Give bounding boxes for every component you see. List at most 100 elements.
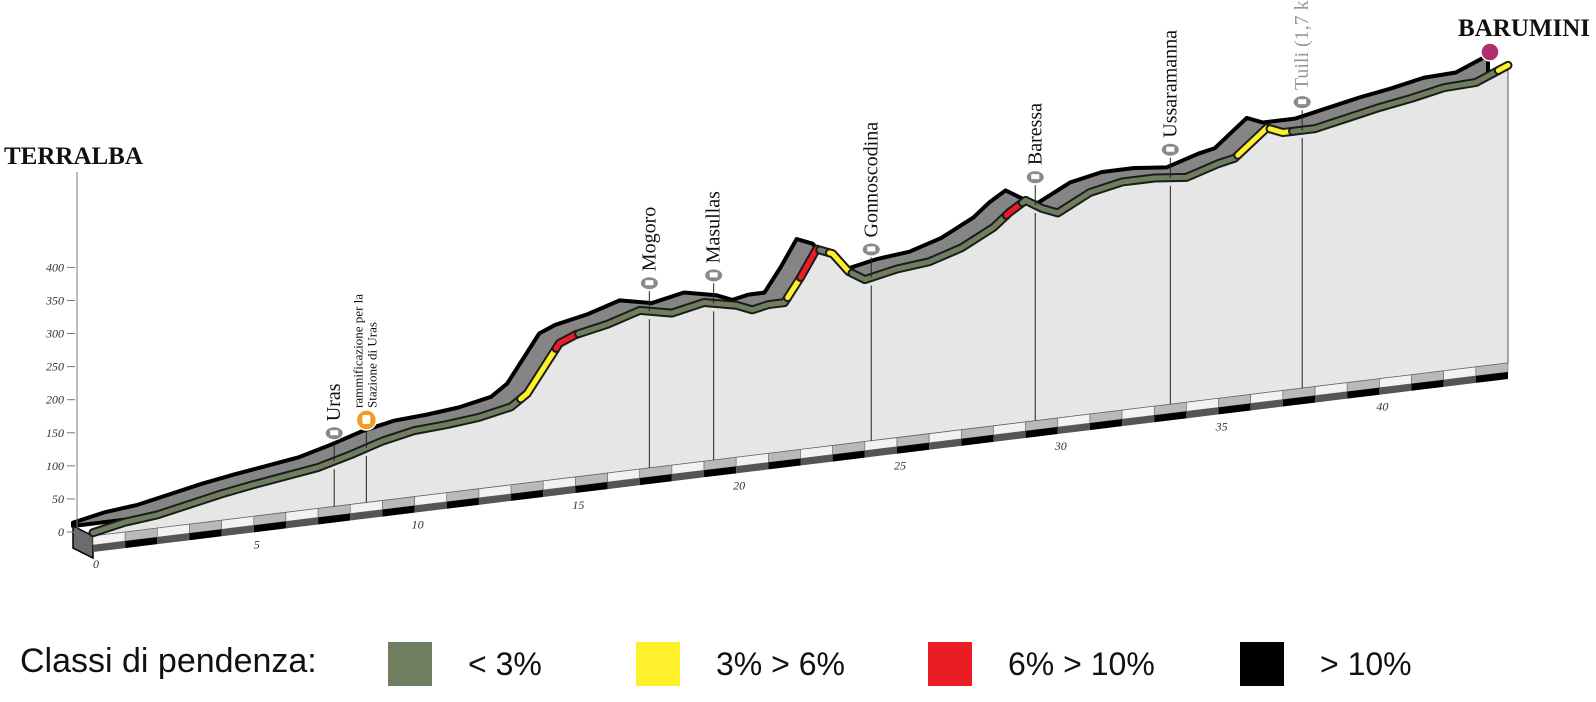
place-label: Baressa <box>1024 103 1046 165</box>
legend-label-lt3: < 3% <box>468 646 542 682</box>
legend-swatch-6to10 <box>928 642 972 686</box>
town-glyph <box>645 280 654 286</box>
place-label-line: Stazione di Uras <box>364 322 379 408</box>
ruler-segment-lower <box>350 509 383 521</box>
gradient-segment-6to10 <box>1003 200 1025 218</box>
town-glyph <box>709 272 718 278</box>
ruler-segment-lower <box>511 489 544 501</box>
ruler-segment-lower <box>1154 411 1187 423</box>
y-tick-label: 300 <box>45 327 64 341</box>
ruler-segment-lower <box>446 497 479 509</box>
ruler-segment-lower <box>736 462 769 474</box>
ruler-segment-lower <box>1443 375 1476 387</box>
gradient-segment-lt3 <box>90 396 524 536</box>
place-label: rammificazione per laStazione di Uras <box>350 294 379 408</box>
start-town-label: TERRALBA <box>4 143 143 170</box>
ruler-segment-lower <box>285 517 319 529</box>
ruler-segment-lower <box>575 482 608 494</box>
legend-title: Classi di pendenza: <box>20 642 317 680</box>
ruler-segment-lower <box>1122 415 1155 427</box>
finish-town-label: BARUMINI <box>1458 15 1590 42</box>
ruler-segment-lower <box>1057 423 1090 435</box>
ruler-segment-lower <box>189 529 222 541</box>
y-tick-label: 250 <box>46 360 64 374</box>
ruler-segment-lower <box>1089 419 1123 431</box>
x-tick-label: 15 <box>572 498 584 512</box>
profile-shadow <box>71 53 1490 528</box>
place-label: Tuili (1,7 km) <box>1291 0 1313 90</box>
ruler-segment-lower <box>318 513 351 525</box>
ruler-segment-lower <box>1025 427 1058 438</box>
gradient-segment-3to6 <box>1495 62 1511 73</box>
finish-flag-icon <box>1480 42 1500 62</box>
ruler-segment-lower <box>929 438 962 450</box>
ruler-segment-lower <box>543 486 576 497</box>
y-tick-label: 350 <box>45 293 64 307</box>
ruler-segment-lower <box>896 442 930 454</box>
legend-label-3to6: 3% > 6% <box>716 646 845 682</box>
y-tick-label: 0 <box>58 525 64 539</box>
y-tick-label: 150 <box>46 426 64 440</box>
ruler-segment-lower <box>1347 387 1380 399</box>
x-tick-label: 30 <box>1054 439 1067 453</box>
gradient-segment-lt3 <box>1290 67 1501 134</box>
town-glyph <box>330 430 339 436</box>
ruler-segment-lower <box>832 450 865 462</box>
gradient-segment-lt3 <box>849 212 1009 283</box>
baseline-ruler: 0 5 10 15 20 25 30 35 40 <box>92 362 1509 571</box>
profile-side <box>72 524 94 560</box>
gradient-segment-lt3 <box>576 295 791 337</box>
ruler-segment-lower <box>1475 372 1508 383</box>
place-label: Masullas <box>703 191 725 263</box>
ruler-segment-lower <box>768 458 801 470</box>
x-tick-label: 25 <box>894 459 906 473</box>
ruler-segment-lower <box>253 521 286 533</box>
ruler-segment-lower <box>704 466 737 478</box>
altitude-axis: 0 50 100 150 200 250 300 350 400 <box>45 172 78 539</box>
ruler-segment-lower <box>607 478 640 490</box>
ruler-segment-lower <box>639 474 672 486</box>
place-label-line: rammificazione per la <box>350 294 365 408</box>
gradient-legend: Classi di pendenza: < 3% 3% > 6% 6% > 10… <box>0 628 1596 698</box>
profile-shadow-layer <box>71 53 1490 560</box>
legend-label-gt10: > 10% <box>1320 646 1412 682</box>
town-glyph <box>1166 146 1175 152</box>
x-tick-label: 5 <box>254 537 260 551</box>
place-label: Uras <box>323 383 345 421</box>
ruler-segment-lower <box>157 533 190 545</box>
ruler-segment-lower <box>1411 379 1444 391</box>
gradient-segment-3to6 <box>518 345 559 402</box>
ruler-segment-lower <box>478 493 512 505</box>
y-tick-label: 400 <box>46 260 64 274</box>
ruler-segment-lower <box>1186 407 1219 419</box>
y-tick-label: 50 <box>52 492 64 506</box>
x-tick-label: 40 <box>1376 400 1388 414</box>
ruler-segment-lower <box>1379 383 1412 395</box>
x-tick-label: 35 <box>1215 419 1228 433</box>
ruler-segment-lower <box>1250 399 1283 411</box>
ruler-segment-lower <box>1282 395 1316 407</box>
ruler-segment-lower <box>1315 391 1348 403</box>
ruler-segment-lower <box>671 470 705 482</box>
ruler-segment-lower <box>993 430 1026 442</box>
y-tick-label: 100 <box>46 459 64 473</box>
ruler-segment-lower <box>961 434 994 446</box>
place-label: Mogoro <box>638 207 660 271</box>
ruler-segment-lower <box>414 501 447 513</box>
ruler-segment-lower <box>382 505 415 517</box>
place-label: Gonnoscodina <box>860 122 882 238</box>
town-glyph <box>1031 174 1040 180</box>
town-glyph <box>867 246 876 252</box>
gradient-segment-lt3 <box>1019 152 1241 216</box>
legend-swatch-3to6 <box>636 642 680 686</box>
legend-swatch-lt3 <box>388 642 432 686</box>
legend-label-6to10: 6% > 10% <box>1008 646 1155 682</box>
place-markers: Uras rammificazione per laStazione di Ura… <box>323 0 1500 507</box>
ruler-segment-lower <box>800 454 833 466</box>
legend-swatch-gt10 <box>1240 642 1284 686</box>
place-label: Ussaramanna <box>1159 30 1181 138</box>
town-glyph <box>1298 99 1307 105</box>
x-tick-label: 20 <box>733 478 745 492</box>
x-tick-label: 0 <box>93 557 99 571</box>
